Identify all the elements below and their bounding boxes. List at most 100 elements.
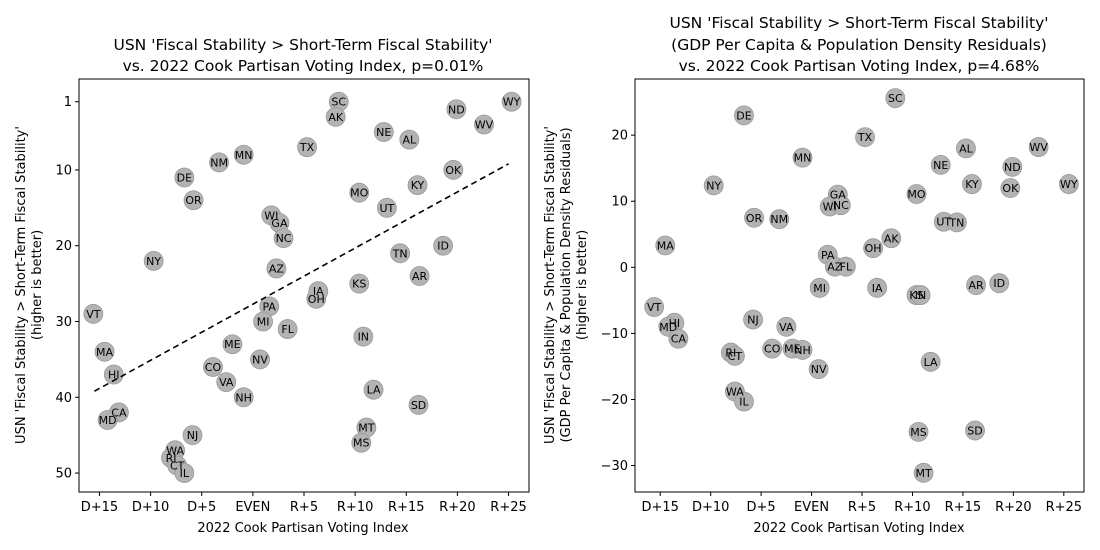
chart-left-point-label-nd: ND bbox=[448, 103, 465, 116]
chart-right-point-ny bbox=[703, 175, 724, 196]
chart-right-point-label-fl: FL bbox=[840, 261, 853, 274]
chart-left-point-label-ak: AK bbox=[328, 111, 344, 124]
chart-right-point-label-mo: MO bbox=[907, 188, 925, 201]
chart-left-point-label-nj: NJ bbox=[187, 429, 198, 442]
chart-right-point-nj bbox=[743, 309, 763, 330]
chart-right-point-label-az: AZ bbox=[827, 261, 843, 274]
chart-left-y-axis-label-line-2: (higher is better) bbox=[30, 230, 45, 340]
chart-right-point-label-va: VA bbox=[779, 321, 794, 334]
chart-right-point-label-ma: MA bbox=[657, 240, 674, 253]
chart-left-point-label-ky: KY bbox=[411, 179, 425, 192]
chart-right-point-label-ok: OK bbox=[1002, 182, 1019, 195]
chart-right-point-label-ne: NE bbox=[933, 159, 948, 172]
chart-right-point-tn bbox=[946, 212, 967, 233]
chart-left-point-mo bbox=[349, 182, 370, 203]
chart-right-point-label-nv: NV bbox=[811, 363, 827, 376]
chart-left-point-la bbox=[363, 379, 384, 400]
chart-left-point-label-va: VA bbox=[219, 376, 234, 389]
chart-right-point-ct bbox=[724, 345, 745, 366]
chart-right-point-al bbox=[956, 138, 976, 159]
chart-left-point-al bbox=[399, 129, 420, 150]
chart-left-point-ma bbox=[94, 341, 115, 362]
chart-left-point-label-al: AL bbox=[403, 134, 418, 147]
chart-right-y-tick-label: −30 bbox=[601, 459, 628, 474]
chart-right-point-label-nc: NC bbox=[833, 199, 849, 212]
chart-left-point-ar bbox=[409, 266, 430, 286]
chart-left-point-nc bbox=[273, 228, 294, 249]
chart-right-y-tick-label: 20 bbox=[611, 129, 628, 144]
chart-left-point-fl bbox=[277, 319, 298, 339]
chart-right-point-oh bbox=[863, 238, 884, 259]
chart-right-y-tick-label: 10 bbox=[611, 195, 628, 210]
chart-right-x-tick-label: R+15 bbox=[945, 500, 981, 515]
chart-right-point-label-id: ID bbox=[993, 277, 1005, 290]
chart-left-point-va bbox=[216, 372, 237, 393]
chart-right-point-ne bbox=[930, 155, 951, 175]
chart-left-point-label-md: MD bbox=[99, 414, 117, 427]
chart-left-point-ak bbox=[325, 106, 346, 127]
chart-right-plot-area: D+15 D+10 D+5 EVEN R+5 R+10 R+15 R+20 R+25 −30 −20… bbox=[601, 78, 1085, 515]
chart-left-point-label-me: ME bbox=[224, 338, 240, 351]
chart-left-point-me bbox=[222, 334, 243, 355]
chart-right-point-la bbox=[920, 351, 941, 372]
chart-right-point-label-wv: WV bbox=[1029, 141, 1048, 154]
chart-right-x-tick-label: D+5 bbox=[747, 500, 776, 515]
chart-right-point-label-co: CO bbox=[764, 343, 781, 356]
chart-left-point-mi bbox=[253, 311, 273, 332]
chart-left-point-md bbox=[97, 410, 118, 430]
chart-right-point-label-mt: MT bbox=[915, 467, 931, 480]
chart-right-point-label-sc: SC bbox=[888, 92, 903, 105]
chart-right-point-mi bbox=[809, 277, 830, 298]
chart-right-point-id bbox=[989, 273, 1010, 294]
chart-left-point-label-ar: AR bbox=[412, 270, 428, 283]
chart-right-point-label-md: MD bbox=[659, 321, 677, 334]
chart-right-point-label-il: IL bbox=[739, 395, 749, 408]
chart-left-point-label-sd: SD bbox=[411, 399, 426, 412]
chart-right-point-nd bbox=[1002, 156, 1023, 177]
chart-left-point-ia bbox=[308, 281, 329, 302]
chart-right-x-tick-label: R+5 bbox=[848, 500, 876, 515]
chart-right-point-nm bbox=[769, 209, 790, 229]
chart-right-title-line-1: USN 'Fiscal Stability > Short-Term Fisca… bbox=[669, 14, 1048, 32]
chart-right-point-label-ms: MS bbox=[910, 426, 926, 439]
chart-right-point-wv bbox=[1028, 137, 1049, 157]
chart-right-y-axis-label-line-1: USN 'Fiscal Stability > Short-Term Fisca… bbox=[543, 126, 558, 444]
chart-right-point-label-ca: CA bbox=[671, 333, 687, 346]
chart-left-point-label-nv: NV bbox=[252, 353, 268, 366]
chart-left-x-tick-label: D+5 bbox=[187, 500, 216, 515]
chart-left-point-label-in: IN bbox=[358, 331, 369, 344]
chart-left-point-label-pa: PA bbox=[262, 300, 276, 313]
chart-left-point-ks bbox=[349, 273, 370, 294]
chart-left-x-tick-label: D+15 bbox=[81, 500, 118, 515]
chart-right-point-label-la: LA bbox=[924, 356, 938, 369]
chart-left-point-label-wa: WA bbox=[166, 444, 184, 457]
chart-right-point-label-al: AL bbox=[959, 142, 974, 155]
chart-right-point-label-de: DE bbox=[736, 109, 751, 122]
chart-right-point-label-oh: OH bbox=[865, 242, 882, 255]
chart-right-x-tick-label: R+20 bbox=[995, 500, 1031, 515]
chart-left-point-mn bbox=[233, 144, 254, 165]
chart-right-x-axis-label: 2022 Cook Partisan Voting Index bbox=[753, 521, 965, 536]
chart-right-point-ms bbox=[908, 421, 929, 442]
chart-left-x-tick-label: R+15 bbox=[388, 500, 424, 515]
chart-right-point-fl bbox=[835, 256, 856, 277]
chart-right-point-tx bbox=[855, 127, 875, 148]
chart-left-point-label-oh: OH bbox=[308, 293, 325, 306]
chart-right-point-label-mi: MI bbox=[813, 282, 826, 295]
chart-right-point-label-pa: PA bbox=[821, 249, 835, 262]
chart-right-y-tick-label: 0 bbox=[620, 261, 628, 276]
chart-left-y-tick-label: 20 bbox=[55, 239, 72, 254]
chart-right-point-label-ut: UT bbox=[936, 216, 951, 229]
chart-right-point-label-nh: NH bbox=[794, 344, 811, 357]
chart-left-point-ny bbox=[143, 250, 164, 271]
chart-left-point-label-co: CO bbox=[205, 361, 222, 374]
chart-left-point-in bbox=[353, 326, 374, 347]
chart-right-point-nh bbox=[792, 340, 813, 360]
chart-left-point-label-ut: UT bbox=[379, 202, 394, 215]
chart-left-point-label-ma: MA bbox=[96, 346, 113, 359]
chart-left-y-tick-label: 10 bbox=[55, 163, 72, 178]
chart-left-point-vt bbox=[83, 304, 104, 324]
chart-right-x-tick-label: D+15 bbox=[641, 500, 678, 515]
chart-right-point-nv bbox=[808, 359, 829, 379]
chart-right: USN 'Fiscal Stability > Short-Term Fisca… bbox=[543, 14, 1085, 536]
